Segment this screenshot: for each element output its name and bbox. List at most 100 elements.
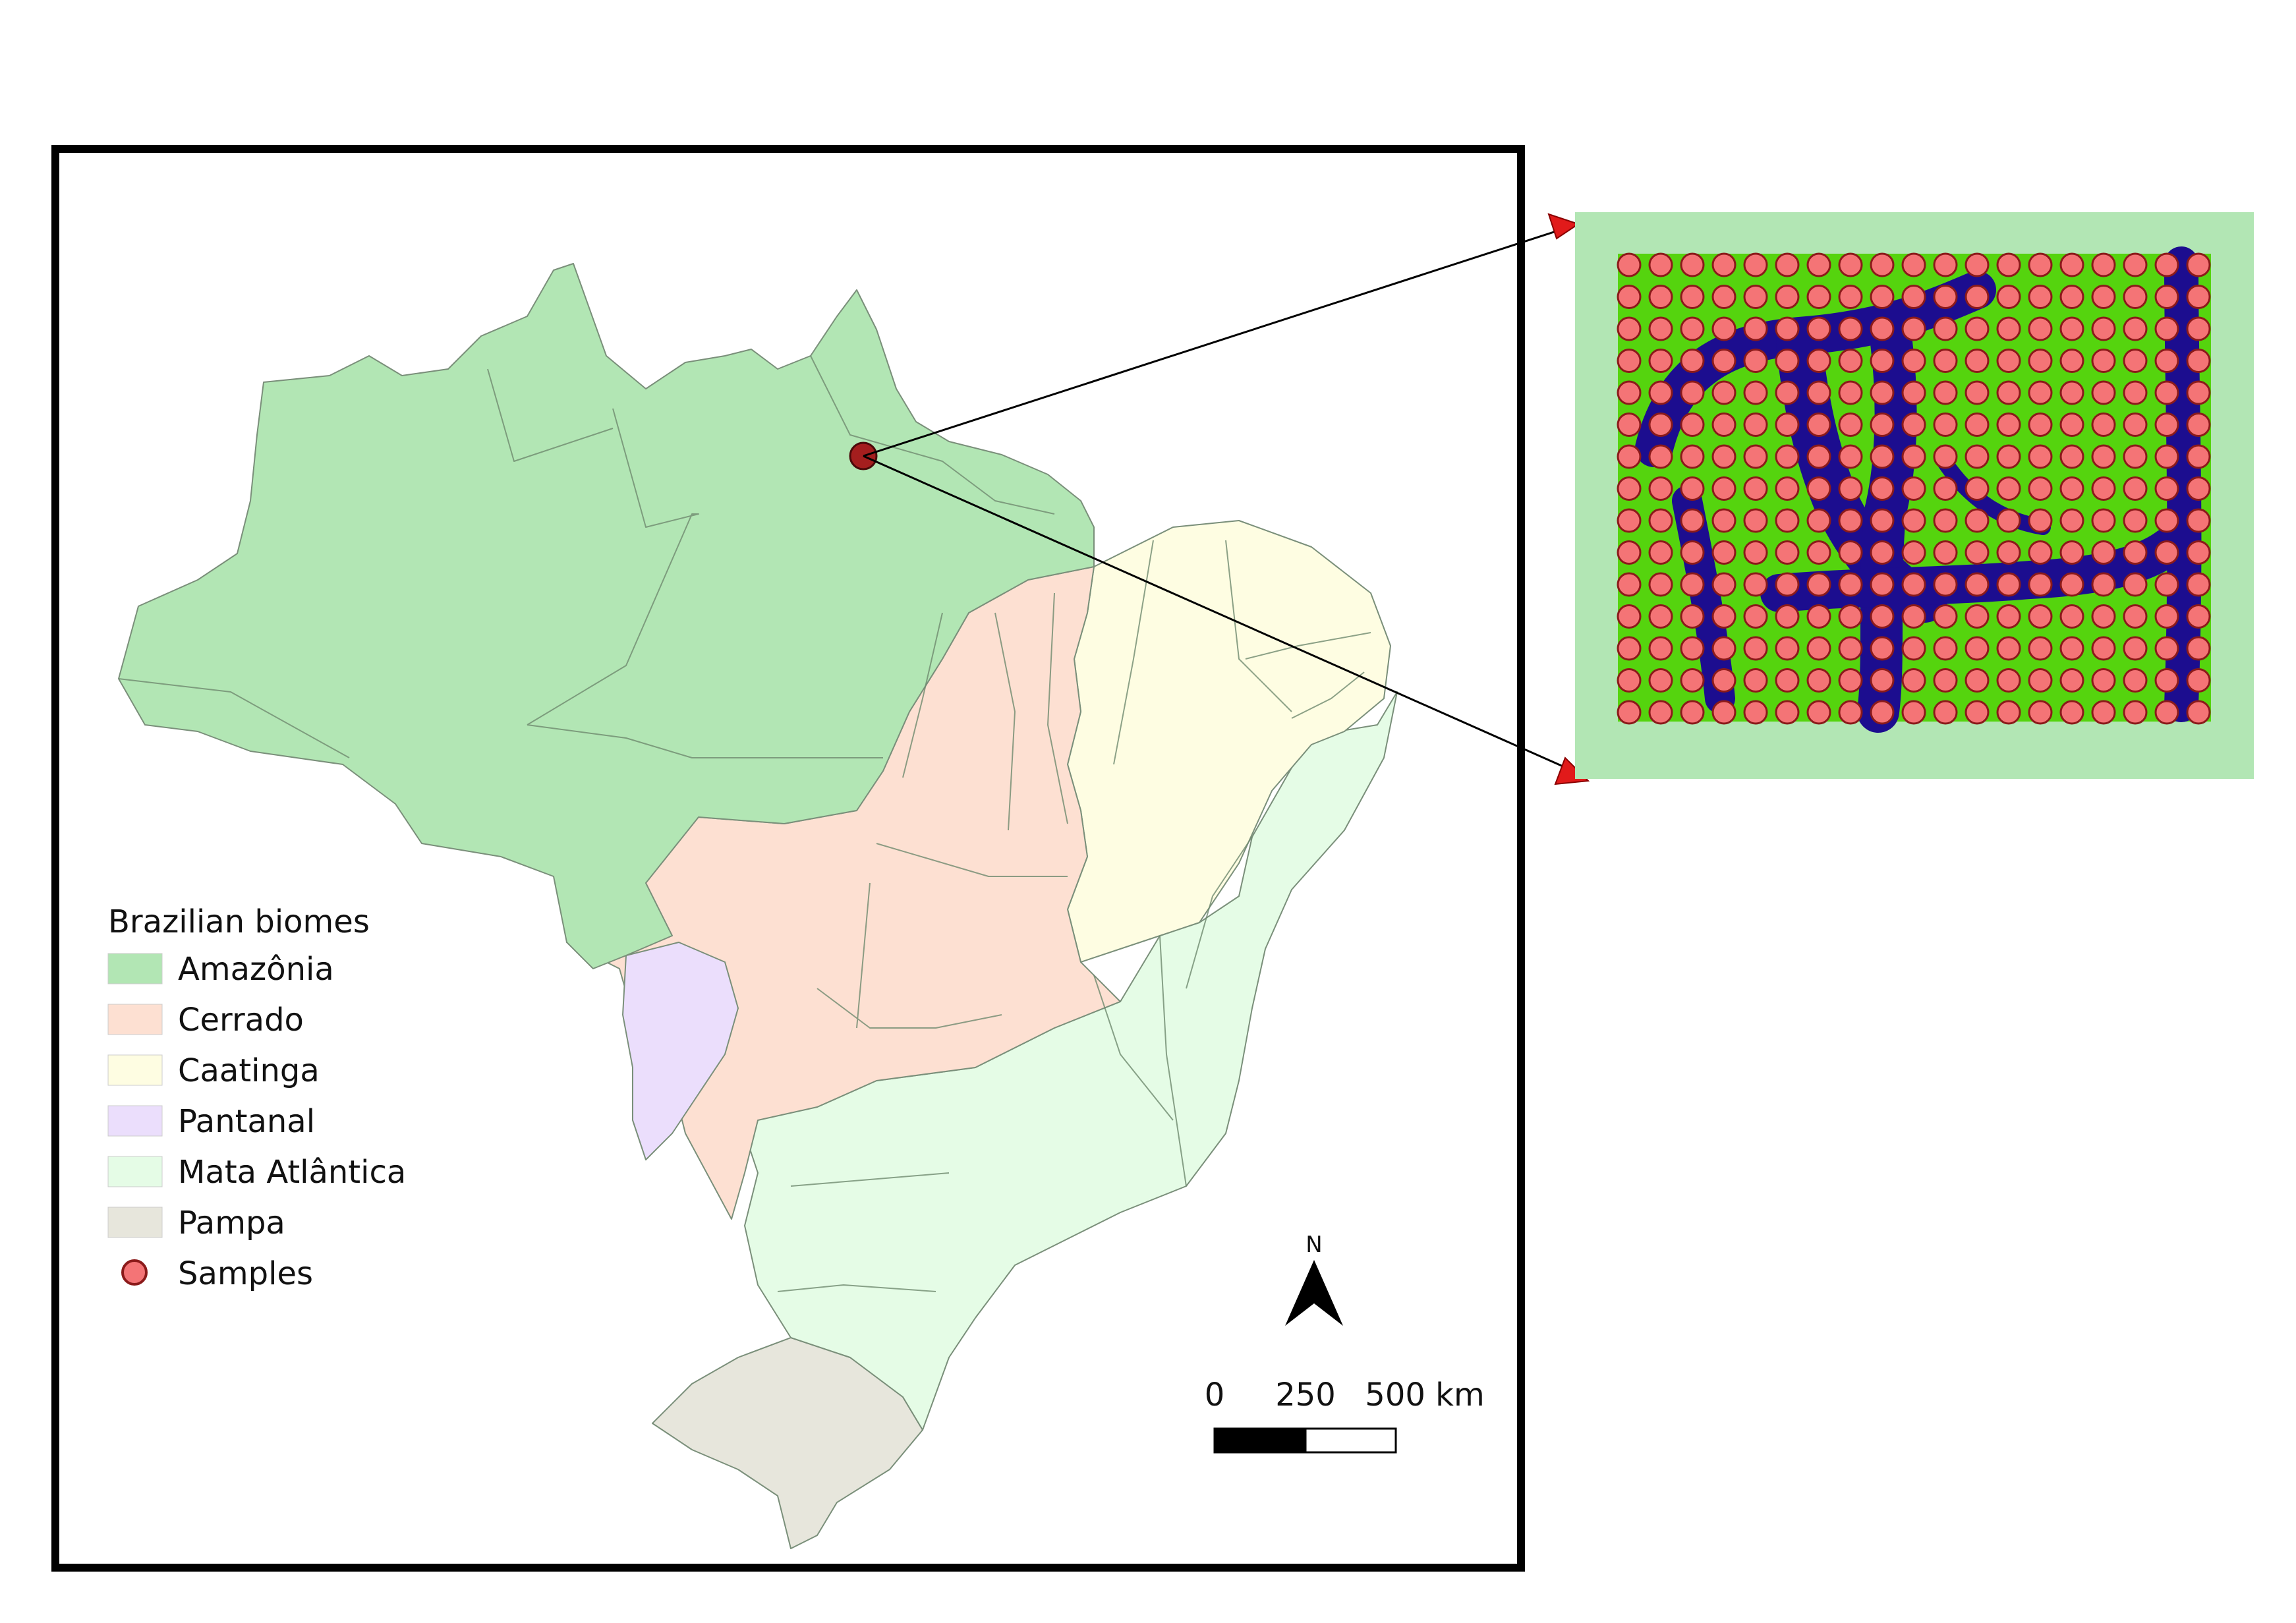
sample-point: [2123, 252, 2148, 277]
sample-point: [1806, 252, 1831, 277]
sample-point: [1933, 349, 1958, 373]
sample-point: [1965, 668, 1990, 693]
sample-point: [1870, 380, 1895, 405]
sample-point: [2059, 572, 2084, 597]
state-borders: [118, 355, 1371, 1292]
sample-point: [1870, 572, 1895, 597]
sample-point: [1996, 700, 2021, 725]
sample-point: [1901, 572, 1926, 597]
sample-point: [1901, 380, 1926, 405]
sample-point: [1996, 444, 2021, 469]
callout: [863, 213, 1590, 785]
sample-point: [1965, 444, 1990, 469]
sample-point: [2154, 604, 2179, 629]
sample-point: [1775, 476, 1800, 501]
sample-point: [1806, 316, 1831, 341]
sample-point: [2091, 636, 2116, 661]
sample-point: [1775, 700, 1800, 725]
sample-point: [1901, 636, 1926, 661]
sample-point: [1965, 285, 1990, 309]
sample-point: [2186, 316, 2211, 341]
sample-point: [1680, 316, 1705, 341]
sample-point: [2123, 444, 2148, 469]
sample-point: [1901, 349, 1926, 373]
sample-point: [1648, 413, 1673, 437]
sample-point: [1838, 700, 1863, 725]
sample-point: [1933, 476, 1958, 501]
sample-point: [1775, 508, 1800, 533]
sample-point: [2154, 285, 2179, 309]
sample-point: [1901, 316, 1926, 341]
sample-point: [2059, 604, 2084, 629]
sample-point: [1775, 444, 1800, 469]
sample-point: [1901, 252, 1926, 277]
sample-point: [2154, 540, 2179, 565]
sample-point: [1996, 668, 2021, 693]
sample-point: [2059, 349, 2084, 373]
sample-point: [1711, 285, 1736, 309]
sample-point: [1901, 285, 1926, 309]
legend-label-mata-atlantica: Mata Atlântica: [178, 1154, 406, 1191]
sample-point: [1711, 413, 1736, 437]
sample-point: [2154, 700, 2179, 725]
sample-point: [1711, 349, 1736, 373]
sample-point: [1996, 604, 2021, 629]
sample-point: [1870, 252, 1895, 277]
sample-point: [1680, 285, 1705, 309]
sample-point: [2028, 540, 2053, 565]
sample-point: [2186, 444, 2211, 469]
sample-point: [1648, 380, 1673, 405]
sample-point: [1838, 668, 1863, 693]
sample-point: [2154, 316, 2179, 341]
sample-point: [1933, 700, 1958, 725]
sample-point: [1933, 252, 1958, 277]
sample-point: [2123, 636, 2148, 661]
sample-point: [1743, 636, 1768, 661]
sample-point: [1617, 508, 1642, 533]
sample-point: [2028, 604, 2053, 629]
sample-point: [2091, 508, 2116, 533]
legend-label-samples: Samples: [178, 1255, 313, 1292]
sample-point: [2028, 572, 2053, 597]
sample-point: [2028, 476, 2053, 501]
sample-point: [1965, 316, 1990, 341]
legend-swatch-mata-atlantica: [107, 1156, 163, 1187]
sample-point: [2186, 572, 2211, 597]
sample-point: [2091, 476, 2116, 501]
sample-point: [1870, 700, 1895, 725]
legend-symbol-samples: [121, 1259, 148, 1286]
sample-point: [1711, 508, 1736, 533]
callout-line-bottom: [863, 455, 1589, 779]
sample-point: [1648, 444, 1673, 469]
legend: Brazilian biomes Amazônia Cerrado Caatin…: [107, 903, 406, 1292]
sample-point: [2154, 572, 2179, 597]
sample-point: [1806, 413, 1831, 437]
sample-point: [1617, 700, 1642, 725]
sample-point: [1711, 540, 1736, 565]
sample-point: [2154, 476, 2179, 501]
sample-point: [1743, 316, 1768, 341]
sample-point: [1965, 508, 1990, 533]
sample-point: [2091, 668, 2116, 693]
sample-point: [1648, 252, 1673, 277]
sample-point: [1711, 316, 1736, 341]
sample-point: [1680, 380, 1705, 405]
sample-point: [1617, 285, 1642, 309]
sample-point: [1617, 252, 1642, 277]
sample-point: [1617, 604, 1642, 629]
sample-point: [2123, 316, 2148, 341]
sample-point: [1933, 316, 1958, 341]
sample-point: [1743, 572, 1768, 597]
sample-point: [1743, 508, 1768, 533]
sample-point: [1965, 252, 1990, 277]
sample-point: [1965, 349, 1990, 373]
sample-point: [1617, 668, 1642, 693]
sample-point: [1775, 380, 1800, 405]
sample-point: [2123, 540, 2148, 565]
sample-point: [1838, 413, 1863, 437]
sample-point: [2154, 444, 2179, 469]
sample-point: [1711, 444, 1736, 469]
sample-point: [2091, 540, 2116, 565]
sample-point: [1680, 508, 1705, 533]
legend-swatch-amazonia: [107, 953, 163, 984]
